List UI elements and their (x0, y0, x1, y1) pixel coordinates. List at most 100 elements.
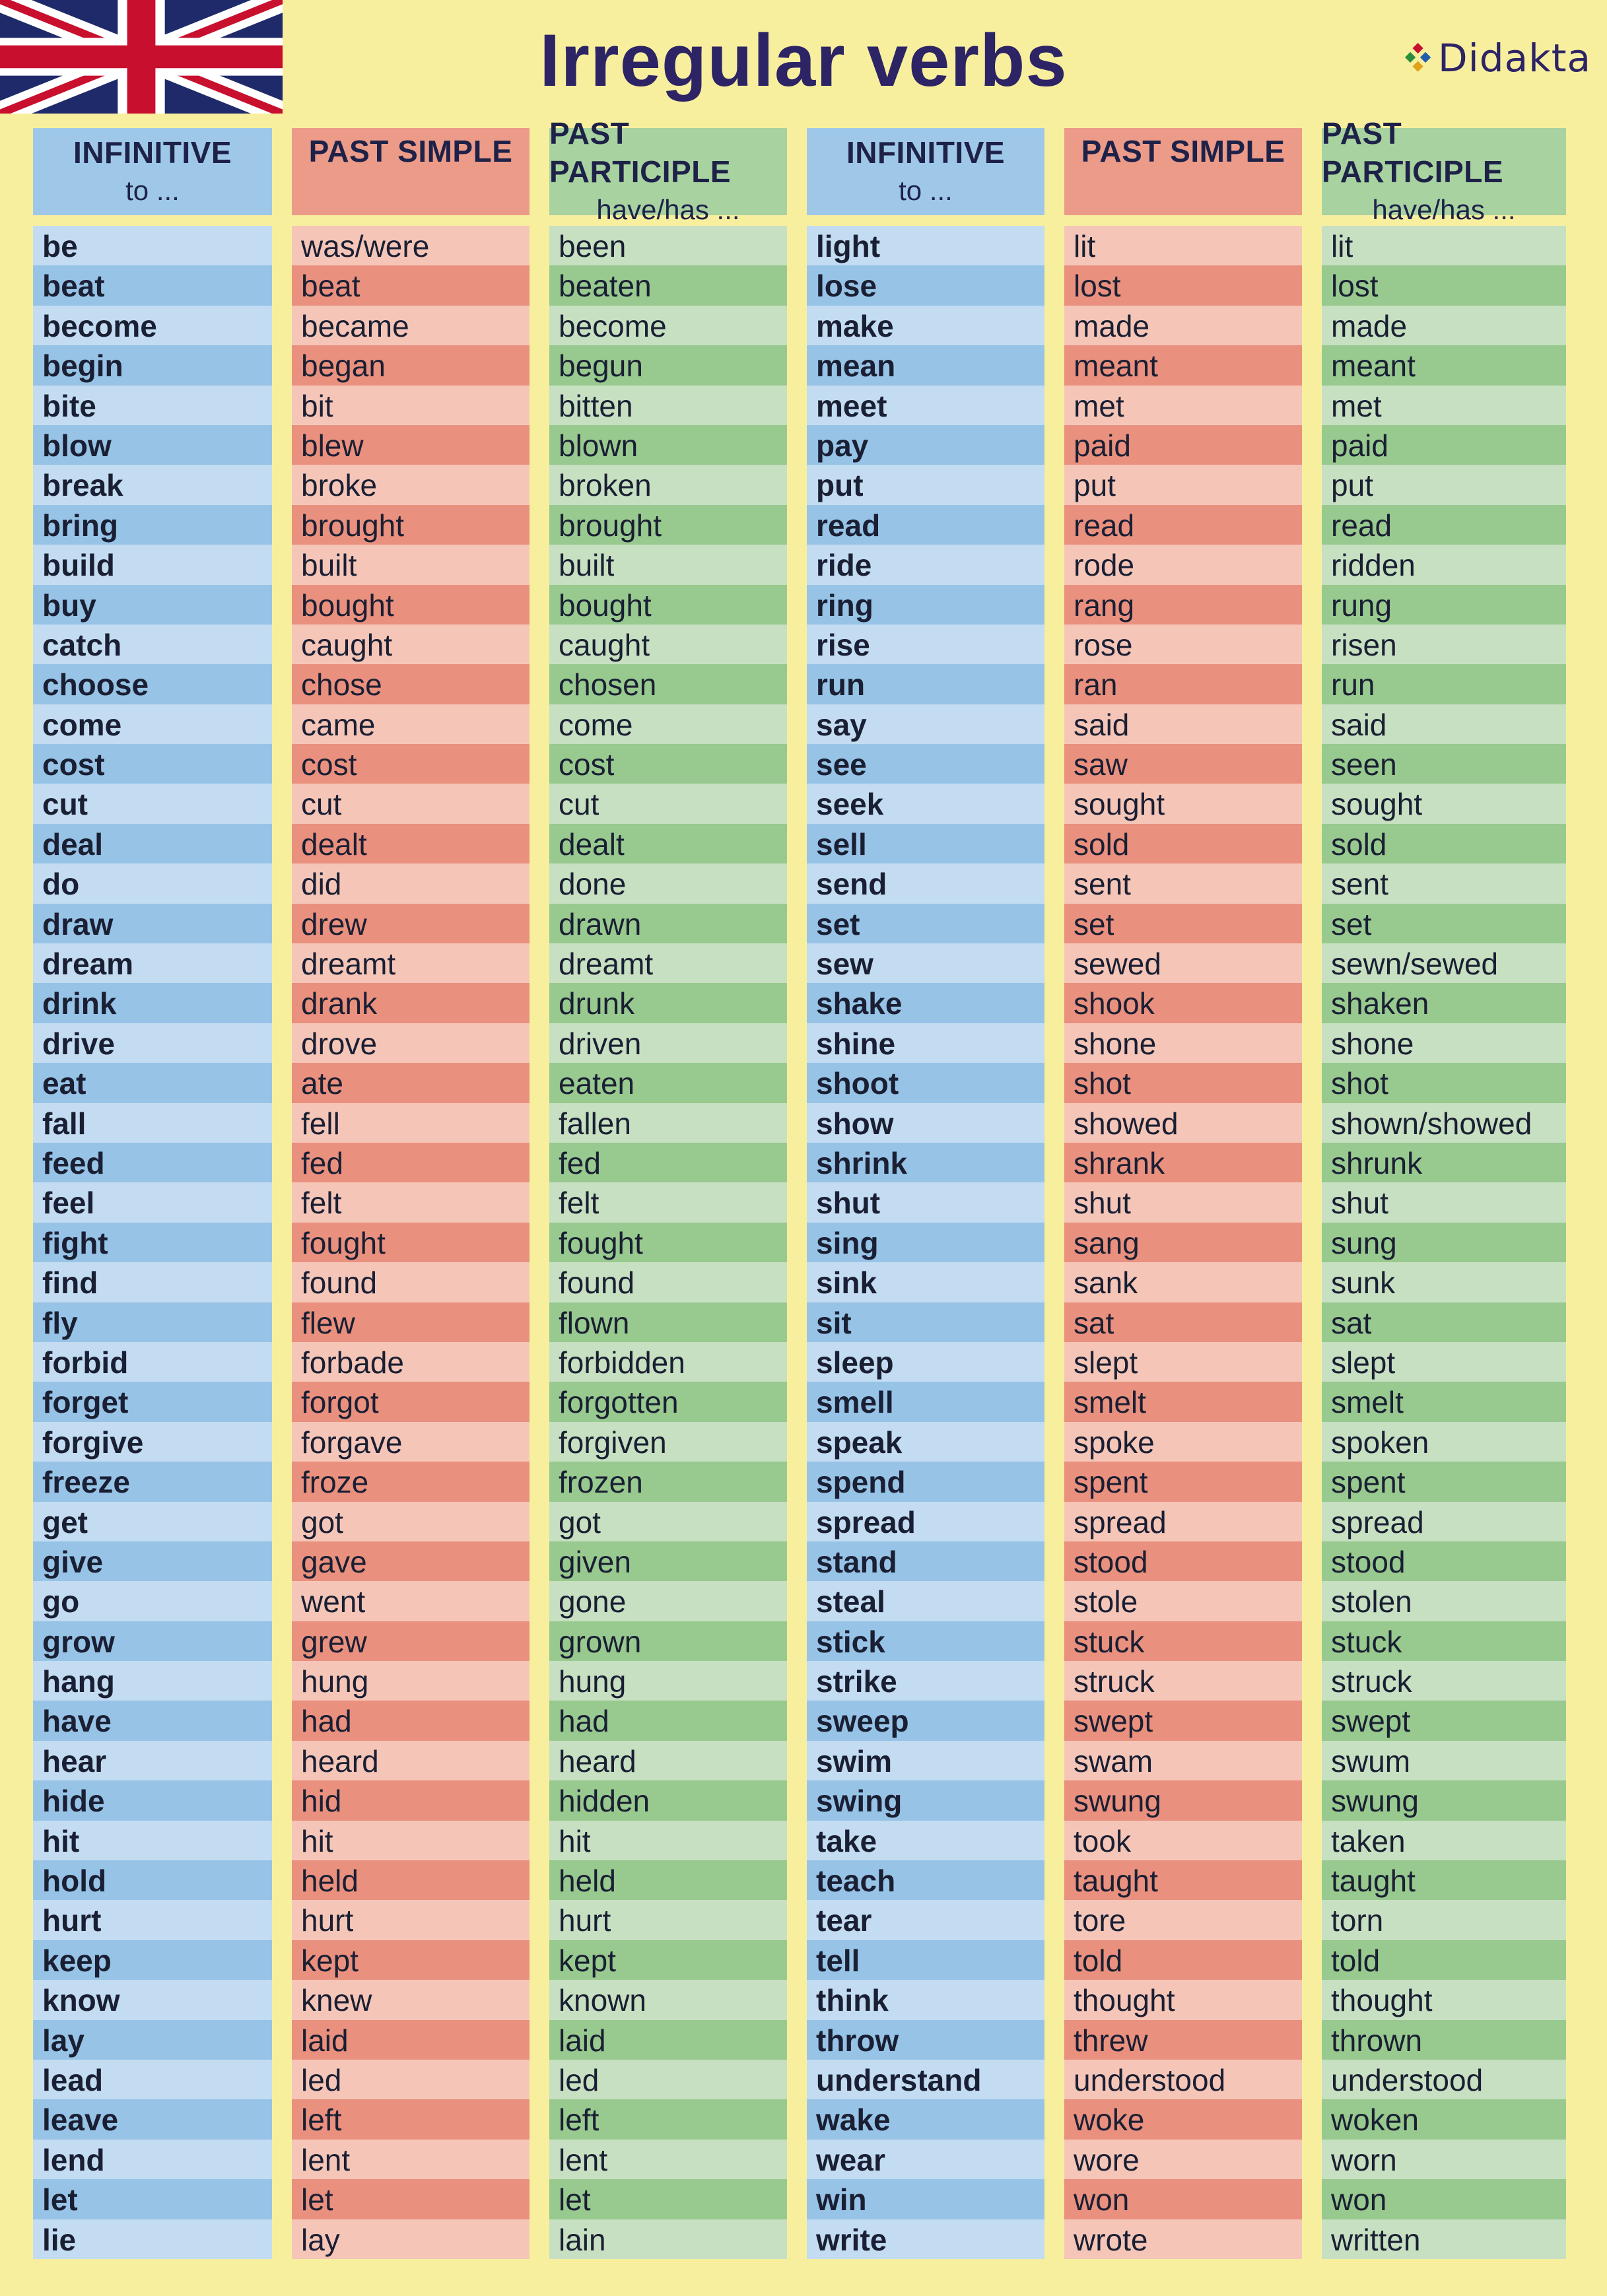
verb-cell: cut (549, 784, 787, 824)
verb-cell: strike (807, 1661, 1044, 1701)
verb-cell: fallen (549, 1102, 787, 1143)
verb-cell: brought (549, 504, 787, 545)
verb-cell: lent (549, 2139, 787, 2180)
verb-cell: shoot (807, 1063, 1044, 1103)
verb-cell: thought (1322, 1980, 1566, 2020)
verb-cell: do (33, 863, 272, 904)
verb-cell: found (292, 1262, 530, 1302)
verb-cell: sunk (1322, 1262, 1566, 1302)
verb-cell: run (1322, 664, 1566, 704)
verb-cell: spread (1064, 1501, 1302, 1541)
verb-cell: sewed (1064, 943, 1302, 984)
verb-cell: met (1322, 385, 1566, 425)
verb-cell: got (292, 1501, 530, 1541)
verb-cell: seek (807, 784, 1044, 824)
verb-cell: stuck (1322, 1621, 1566, 1662)
verb-cell: begin (33, 345, 272, 386)
verb-cell: dream (33, 943, 272, 984)
verb-cell: find (33, 1262, 272, 1302)
verb-cell: chosen (549, 664, 787, 704)
verb-cell: cost (549, 744, 787, 784)
verb-cell: understand (807, 2059, 1044, 2100)
verb-cell: swim (807, 1740, 1044, 1781)
header-past-simple-label: PAST SIMPLE (308, 134, 513, 168)
verb-cell: struck (1322, 1661, 1566, 1701)
verb-cell: rise (807, 624, 1044, 665)
verb-cell: swung (1064, 1780, 1302, 1821)
verb-cell: set (1322, 903, 1566, 944)
past-participle-column: lit lost made meant met paid put read ridden rung… (1322, 226, 1566, 2259)
verb-cell: tore (1064, 1900, 1302, 1940)
verb-cell: told (1322, 1940, 1566, 1980)
verb-cell: swept (1322, 1701, 1566, 1741)
verb-cell: went (292, 1581, 530, 1621)
verb-cell: worn (1322, 2139, 1566, 2180)
header-past-participle-label: PAST PARTICIPLE (549, 116, 732, 189)
verb-cell: break (33, 465, 272, 505)
verb-cell: bite (33, 385, 272, 425)
verb-cell: led (549, 2059, 787, 2100)
verb-cell: struck (1064, 1661, 1302, 1701)
verb-cell: lit (1064, 226, 1302, 266)
verb-cell: beat (33, 265, 272, 306)
verb-cell: know (33, 1980, 272, 2020)
verb-cell: shine (807, 1023, 1044, 1064)
verb-cell: shone (1064, 1023, 1302, 1064)
verb-cell: forbade (292, 1341, 530, 1382)
verb-cell: get (33, 1501, 272, 1541)
verb-cell: drawn (549, 903, 787, 944)
verb-cell: took (1064, 1820, 1302, 1861)
header-infinitive-sub: to ... (125, 175, 180, 206)
verb-cell: swing (807, 1780, 1044, 1821)
verb-cell: found (549, 1262, 787, 1302)
verb-cell: blow (33, 424, 272, 465)
verb-cell: sung (1322, 1222, 1566, 1263)
verb-cell: spoken (1322, 1421, 1566, 1462)
verb-cell: fought (549, 1222, 787, 1263)
verb-cell: hang (33, 1661, 272, 1701)
verb-cell: threw (1064, 2019, 1302, 2060)
verb-cell: was/were (292, 226, 530, 266)
verb-cell: became (292, 305, 530, 346)
verb-cell: smell (807, 1382, 1044, 1422)
verb-cell: taken (1322, 1820, 1566, 1861)
header-past-simple: PAST SIMPLE (1064, 128, 1302, 215)
verb-cell: been (549, 226, 787, 266)
verb-cell: swung (1322, 1780, 1566, 1821)
verb-cell: heard (292, 1740, 530, 1781)
verb-cell: got (549, 1501, 787, 1541)
verb-cell: dreamt (292, 943, 530, 984)
verb-cell: brought (292, 504, 530, 545)
verb-cell: spread (807, 1501, 1044, 1541)
verb-cell: saw (1064, 744, 1302, 784)
verb-cell: wear (807, 2139, 1044, 2180)
header-infinitive-sub: to ... (899, 175, 953, 206)
verb-cell: read (1322, 504, 1566, 545)
past-simple-column: lit lost made meant met paid put read rode rang ro… (1064, 226, 1302, 2259)
brand-logo: Didakta (1405, 32, 1591, 84)
verb-cell: send (807, 863, 1044, 904)
verb-cell: lead (33, 2059, 272, 2100)
verb-cell: shown/showed (1322, 1102, 1566, 1143)
verb-cell: hurt (549, 1900, 787, 1940)
verb-cell: sleep (807, 1341, 1044, 1382)
verb-cell: heard (549, 1740, 787, 1781)
verb-cell: blew (292, 424, 530, 465)
verb-cell: eaten (549, 1063, 787, 1103)
verb-cell: pay (807, 424, 1044, 465)
verb-cell: fight (33, 1222, 272, 1263)
verb-cell: left (292, 2099, 530, 2140)
verb-cell: spoke (1064, 1421, 1302, 1462)
verb-cell: hit (549, 1820, 787, 1861)
verb-cell: laid (549, 2019, 787, 2060)
verb-cell: say (807, 704, 1044, 745)
header-infinitive: INFINITIVE to ... (807, 128, 1044, 215)
verb-cell: begun (549, 345, 787, 386)
verb-cell: put (1064, 465, 1302, 505)
verb-cell: hung (292, 1661, 530, 1701)
verb-cell: go (33, 1581, 272, 1621)
verb-cell: blown (549, 424, 787, 465)
verb-cell: teach (807, 1860, 1044, 1901)
verb-cell: laid (292, 2019, 530, 2060)
verb-cell: feed (33, 1142, 272, 1183)
